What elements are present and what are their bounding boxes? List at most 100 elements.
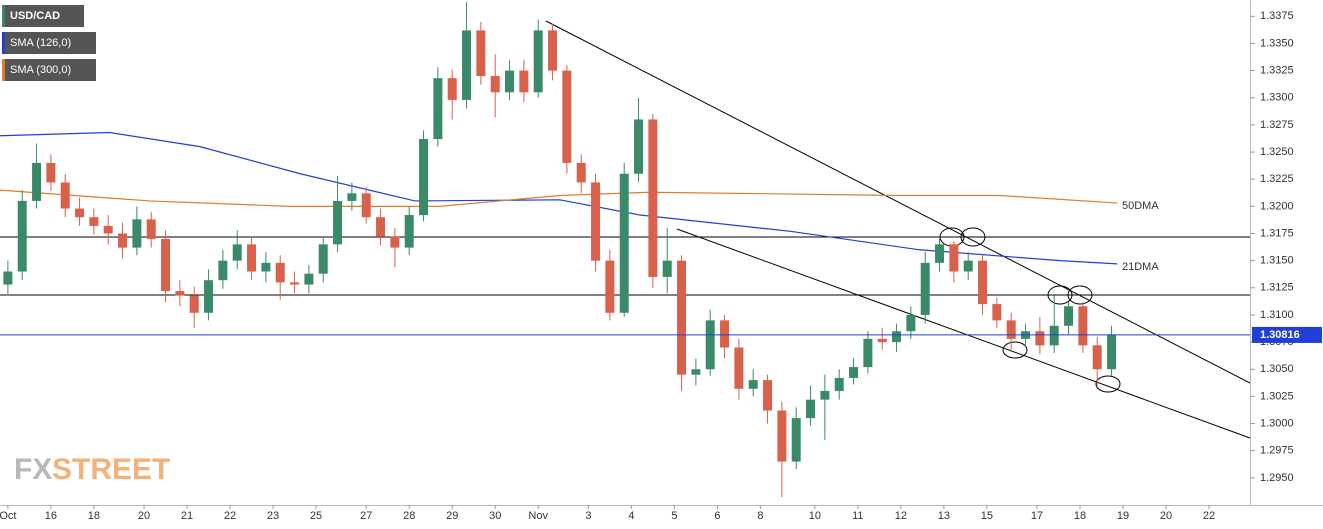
y-tick-label: 1.3350: [1260, 37, 1294, 49]
x-tick-label: 5: [671, 510, 677, 522]
candle-body: [333, 200, 343, 245]
candle-body: [318, 244, 328, 274]
x-tick-label: 23: [267, 510, 279, 522]
candle-body: [132, 219, 142, 248]
candle-body: [146, 219, 156, 239]
candle-body: [1107, 334, 1117, 370]
sma-line: [0, 189, 1118, 207]
candle-body: [877, 338, 887, 343]
x-tick-label: 22: [224, 510, 236, 522]
candle-body: [290, 282, 300, 285]
candle-body: [476, 30, 486, 77]
candle-body: [189, 295, 199, 313]
candle-body: [1035, 331, 1045, 346]
candle-body: [118, 233, 128, 248]
x-tick-label: 22: [1203, 510, 1215, 522]
marker-ellipse: [1047, 285, 1073, 305]
candle-body: [462, 30, 472, 100]
marker-ellipse: [1002, 341, 1028, 359]
y-tick-label: 1.3250: [1260, 146, 1294, 158]
x-tick-label: 20: [1160, 510, 1172, 522]
x-tick-label: 12: [895, 510, 907, 522]
annotation: 50DMA: [1122, 200, 1159, 212]
candle-body: [519, 70, 529, 93]
candle-body: [1064, 306, 1074, 326]
x-tick-label: 6: [714, 510, 720, 522]
candle-body: [619, 173, 629, 313]
candle-body: [275, 262, 285, 283]
candle-body: [1049, 325, 1059, 346]
x-tick-label: 29: [446, 510, 458, 522]
candle-body: [419, 139, 429, 216]
legend-swatch: [2, 59, 5, 81]
x-tick-label: 13: [938, 510, 950, 522]
candle-body: [834, 377, 844, 391]
x-tick-label: 30: [489, 510, 501, 522]
x-tick-label: 16: [45, 510, 57, 522]
candle-body: [1078, 306, 1088, 346]
candle-body: [404, 215, 414, 248]
y-tick-label: 1.3225: [1260, 173, 1294, 185]
candle-body: [390, 236, 400, 248]
candle-body: [662, 260, 672, 277]
x-tick-label: 3: [585, 510, 591, 522]
watermark-street: STREET: [52, 453, 170, 486]
candle-body: [906, 314, 916, 332]
candle-body: [361, 193, 371, 218]
legend-swatch: [2, 32, 5, 54]
y-tick-label: 1.3150: [1260, 255, 1294, 267]
candle-body: [447, 78, 457, 100]
candle-body: [433, 78, 443, 140]
candle-body: [892, 331, 902, 343]
y-tick-label: 1.3325: [1260, 64, 1294, 76]
candle-body: [863, 338, 873, 368]
candle-body: [75, 208, 85, 218]
candle-body: [734, 347, 744, 389]
candle-body: [1006, 320, 1016, 339]
annotation: 21DMA: [1122, 261, 1159, 273]
x-tick-label: 27: [360, 510, 372, 522]
candle-body: [89, 217, 99, 226]
x-tick-label: Nov: [528, 510, 548, 522]
y-tick-label: 1.3000: [1260, 417, 1294, 429]
candle-body: [748, 380, 758, 389]
candle-body: [576, 162, 586, 183]
legend-swatch: [2, 5, 5, 27]
candle-body: [963, 260, 973, 272]
x-tick-label: 18: [1074, 510, 1086, 522]
candle-body: [304, 273, 314, 285]
legend-label: SMA (126,0): [10, 37, 71, 49]
candle-body: [376, 217, 386, 237]
candle-body: [3, 271, 13, 285]
candle-body: [763, 380, 773, 411]
sma-line: [0, 131, 1118, 265]
x-tick-label: 19: [1117, 510, 1129, 522]
candle-body: [175, 291, 185, 296]
candle-body: [591, 182, 601, 261]
x-tick-label: 21: [181, 510, 193, 522]
y-tick-label: 1.3100: [1260, 309, 1294, 321]
x-tick-label: 11: [852, 510, 863, 522]
x-tick-label: 25: [310, 510, 322, 522]
candle-body: [992, 304, 1002, 321]
y-tick-label: 1.3275: [1260, 119, 1294, 131]
candle-body: [648, 119, 658, 277]
candle-body: [261, 262, 271, 272]
candle-body: [777, 410, 787, 462]
candle-body: [232, 244, 242, 261]
y-tick-label: 1.3050: [1260, 363, 1294, 375]
marker-ellipse: [960, 227, 986, 247]
y-tick-label: 1.3175: [1260, 227, 1294, 239]
x-tick-label: 20: [138, 510, 150, 522]
candle-body: [103, 225, 113, 234]
x-tick-label: 15: [981, 510, 993, 522]
watermark: FX STREET: [14, 453, 170, 486]
marker-ellipse: [1067, 285, 1093, 305]
candle-body: [17, 200, 27, 272]
candle-body: [720, 320, 730, 348]
legend: USD/CAD SMA (126,0) SMA (300,0): [2, 5, 96, 81]
legend-symbol: USD/CAD: [10, 10, 60, 22]
candle-body: [60, 182, 70, 209]
